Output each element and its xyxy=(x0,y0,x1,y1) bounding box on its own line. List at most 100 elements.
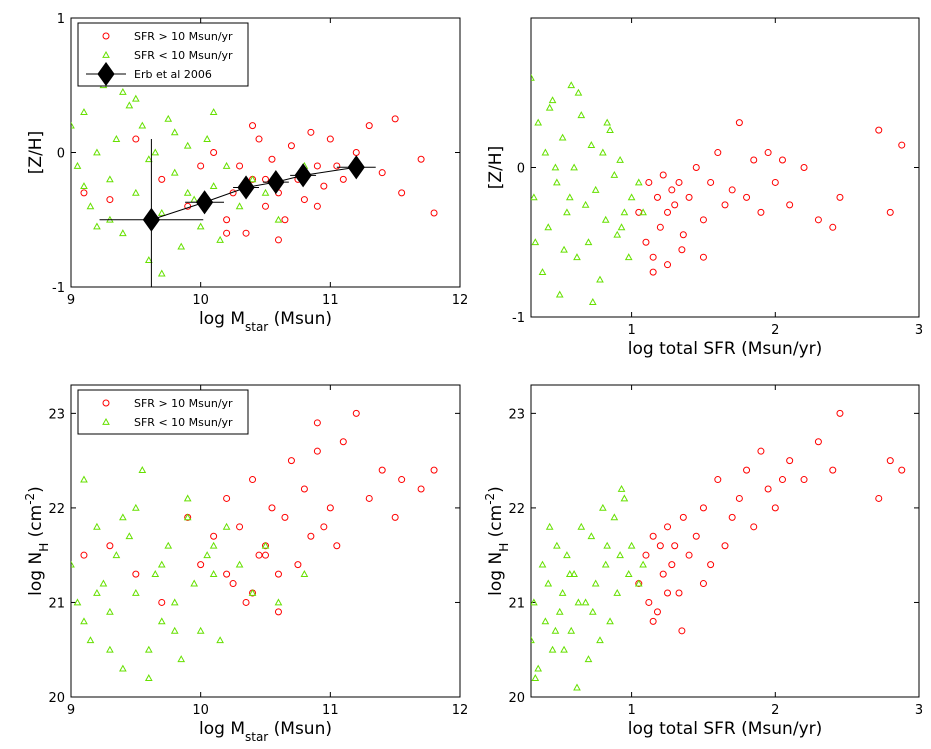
point xyxy=(106,175,114,183)
y-tick-label: 0 xyxy=(57,147,65,162)
point xyxy=(653,193,661,201)
point xyxy=(274,236,282,244)
point xyxy=(645,178,653,186)
point xyxy=(584,238,593,246)
point xyxy=(106,542,114,550)
point xyxy=(158,175,166,183)
point xyxy=(170,168,179,176)
point xyxy=(106,645,114,653)
point xyxy=(656,223,664,231)
point xyxy=(574,598,583,606)
point xyxy=(170,598,179,606)
point xyxy=(183,494,192,502)
point xyxy=(588,298,597,305)
point xyxy=(151,570,160,577)
point xyxy=(80,108,88,116)
x-tick-label: 3 xyxy=(915,703,923,718)
point xyxy=(553,178,561,186)
point xyxy=(119,87,127,95)
point xyxy=(142,207,161,232)
point xyxy=(333,162,341,170)
plot-area xyxy=(530,17,920,318)
point xyxy=(699,253,707,261)
point xyxy=(531,598,538,606)
point xyxy=(131,188,140,196)
point xyxy=(333,542,341,550)
point xyxy=(125,532,134,540)
point xyxy=(249,122,257,130)
y-tick-label: 21 xyxy=(48,596,65,611)
point xyxy=(93,222,101,230)
point xyxy=(577,111,586,119)
point xyxy=(591,185,600,193)
label-part: log M xyxy=(199,719,245,739)
point xyxy=(157,269,166,277)
point xyxy=(610,170,619,178)
point xyxy=(267,170,285,195)
legend-box xyxy=(77,389,249,435)
point xyxy=(262,202,269,210)
point xyxy=(287,457,295,465)
point xyxy=(347,155,365,180)
point xyxy=(778,476,786,484)
point xyxy=(378,466,386,474)
point xyxy=(707,178,715,186)
point xyxy=(274,215,283,223)
legend-label: Erb et al 2006 xyxy=(134,68,212,81)
point xyxy=(531,674,540,681)
point xyxy=(157,617,166,625)
point xyxy=(151,148,160,156)
point xyxy=(728,513,736,521)
point xyxy=(223,494,231,502)
point xyxy=(675,589,683,597)
x-tick-label: 2 xyxy=(771,703,779,718)
point xyxy=(814,216,822,224)
point xyxy=(563,208,571,216)
point xyxy=(538,560,547,568)
point xyxy=(743,193,751,201)
point xyxy=(617,223,626,231)
label-part: [Z/H] xyxy=(26,131,46,174)
point xyxy=(829,223,837,231)
point xyxy=(606,126,614,134)
point xyxy=(757,208,765,216)
point xyxy=(261,541,270,549)
point xyxy=(778,156,786,164)
point xyxy=(565,193,574,201)
point xyxy=(588,607,597,615)
point xyxy=(534,118,543,126)
point xyxy=(106,196,114,204)
point xyxy=(119,513,127,521)
point xyxy=(659,570,667,578)
point xyxy=(573,253,581,261)
point xyxy=(210,149,218,156)
point xyxy=(164,114,173,122)
point xyxy=(242,229,250,237)
point xyxy=(679,231,687,239)
point xyxy=(398,189,406,197)
point xyxy=(606,617,614,625)
label-part: log total SFR (Msun/yr) xyxy=(628,719,823,739)
point xyxy=(555,607,564,615)
point xyxy=(144,645,153,653)
point xyxy=(99,579,108,587)
x-axis-label: log Mstar (Msun) xyxy=(199,719,332,744)
point xyxy=(430,466,438,474)
point xyxy=(699,216,707,224)
point xyxy=(570,570,578,577)
point xyxy=(668,186,676,194)
point xyxy=(313,447,321,455)
point xyxy=(242,598,250,606)
point xyxy=(675,178,683,186)
point xyxy=(93,148,101,156)
point xyxy=(574,88,583,96)
point xyxy=(119,664,127,672)
point xyxy=(391,513,399,521)
point xyxy=(659,171,667,179)
legend-marker xyxy=(102,32,110,40)
point xyxy=(237,175,255,200)
label-part: star xyxy=(245,320,268,334)
point xyxy=(320,523,328,531)
point xyxy=(610,513,619,521)
point xyxy=(538,268,547,276)
